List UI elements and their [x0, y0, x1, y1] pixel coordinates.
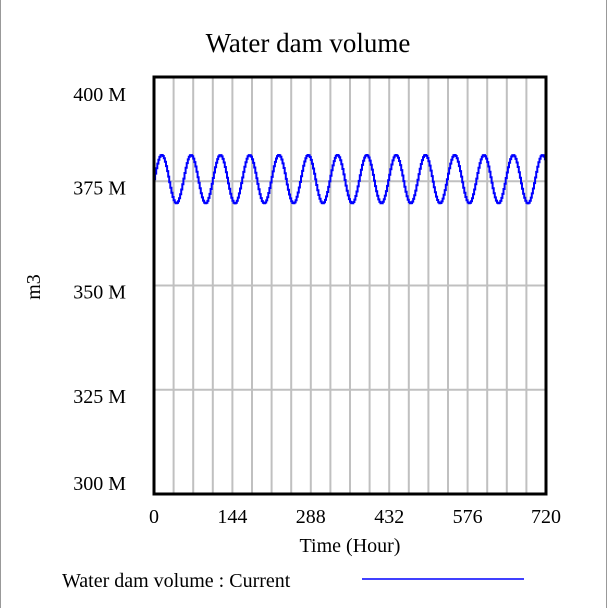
series-line — [154, 154, 547, 205]
x-tick-label: 720 — [531, 506, 561, 528]
y-tick-label: 325 M — [73, 386, 126, 408]
x-tick-label: 576 — [453, 506, 483, 528]
chart-title: Water dam volume — [206, 28, 411, 58]
x-tick-label: 144 — [217, 506, 247, 528]
y-tick-label: 350 M — [73, 282, 126, 304]
series-layer — [154, 154, 547, 205]
y-tick-label: 300 M — [73, 473, 126, 495]
y-tick-label: 375 M — [73, 177, 126, 199]
plot-frame — [152, 75, 548, 496]
x-tick-label: 288 — [296, 506, 326, 528]
x-tick-label: 432 — [374, 506, 404, 528]
legend: Water dam volume : Current — [62, 570, 524, 592]
legend-label: Water dam volume : Current — [62, 570, 291, 592]
y-axis-label: m3 — [23, 274, 45, 300]
y-tick-label: 400 M — [73, 84, 126, 106]
x-axis-ticks: 0 144 288 432 576 720 — [149, 506, 561, 528]
x-tick-label: 0 — [149, 506, 159, 528]
x-axis-label: Time (Hour) — [300, 535, 401, 557]
grid — [154, 77, 546, 494]
y-axis-ticks: 400 M 375 M 350 M 325 M 300 M — [73, 84, 126, 495]
